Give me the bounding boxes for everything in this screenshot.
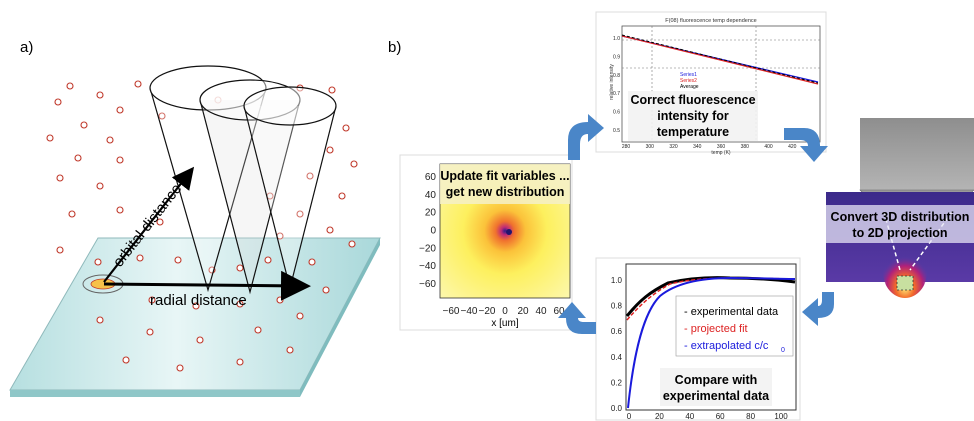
compare-caption-line2: experimental data [663,389,770,403]
fluorescence-xtick-label: 380 [741,144,750,150]
fluorescence-legend: Series1 Series2 Average [680,72,699,90]
distribution-yticks: 60 40 20 0 −20 −40 −60 [419,172,436,290]
extrapolated-line [627,276,796,409]
compare-ytick-label: 0.2 [611,378,623,387]
cycle-arrow-to-distribution [558,302,596,334]
sample-plate-edge [10,390,300,397]
compare-xtick-label: 40 [685,412,694,421]
fluorescence-ytick-label: 0.9 [613,54,620,60]
compare-xtick-label: 0 [627,412,632,421]
fluorescence-ytick-label: 0.6 [613,110,620,116]
distribution-xtick-label: 60 [553,306,565,317]
panel-a-label: a) [20,39,33,56]
compare-plot: 1.0 0.8 0.6 0.4 0.2 0.0 0 20 40 60 80 100 - experi… [595,257,801,421]
fluorescence-xtick-label: 280 [622,144,631,150]
compare-ytick-label: 0.8 [611,302,623,311]
projection-caption-line1: Convert 3D distribution [831,210,970,224]
fluorescence-ylabel: relative intensity [609,64,615,100]
compare-xtick-label: 80 [746,412,755,421]
distribution-xticks: −60 −40 −20 0 20 40 60 [443,306,565,317]
compare-xtick-label: 100 [774,412,788,421]
distribution-ytick-label: 40 [425,190,437,201]
fluorescence-yticks: 0.5 0.6 0.7 0.8 0.9 1.0 [613,36,620,134]
fluorescence-xtick-label: 400 [764,144,773,150]
fluorescence-legend-series2: Series2 [680,78,697,84]
distribution-ytick-label: 0 [430,226,436,237]
detector-box [896,275,914,291]
panel-a: a) [9,39,381,397]
orbital-distance-arrow [103,166,195,283]
cycle-arrow-to-compare [802,292,834,326]
fluorescence-xtick-label: 320 [669,144,678,150]
compare-ytick-label: 0.4 [611,353,623,362]
cycle-arrows [558,114,834,334]
radial-distance-arrow [103,270,311,301]
fluorescence-caption-line2: intensity for [657,109,729,123]
distribution-xtick-label: 40 [535,306,547,317]
fluorescence-caption-line3: temperature [657,125,729,139]
panel-b: b) F(08) fluorescence temp dependence Se… [388,11,974,421]
fluorescence-series2-line [621,35,819,85]
distribution-xtick-label: 20 [517,306,529,317]
distribution-center [506,229,512,235]
distribution-ytick-label: −60 [419,279,436,290]
compare-legend-extrapolated: - extrapolated c/c [684,340,769,352]
fluorescence-average-line [621,34,819,84]
compare-xtick-label: 60 [716,412,725,421]
objective-lens [860,118,974,190]
distribution-xtick-label: 0 [502,306,508,317]
compare-legend-experimental: - experimental data [684,306,779,318]
fluorescence-xtick-label: 420 [788,144,797,150]
distribution-xlabel: x [um] [491,318,518,329]
detection-cones [149,65,337,295]
distribution-caption-line2: get new distribution [446,185,565,199]
fluorescence-legend-average: Average [680,84,699,90]
fluorescence-title: F(08) fluorescence temp dependence [665,18,756,24]
fluorescence-xtick-label: 340 [693,144,702,150]
compare-xticks: 0 20 40 60 80 100 [627,412,788,421]
fluorescence-xtick-label: 360 [717,144,726,150]
projection-glow [883,246,927,298]
distribution-ytick-label: 60 [425,172,437,183]
compare-ytick-label: 0.6 [611,327,623,336]
projection-panel: Convert 3D distribution to 2D projection [826,118,974,298]
fluorescence-xlabel: temp (K) [711,150,731,156]
compare-xtick-label: 20 [655,412,664,421]
compare-caption-line1: Compare with [675,373,758,387]
compare-ytick-label: 1.0 [611,276,623,285]
compare-legend-fit: - projected fit [684,323,748,335]
fluorescence-xtick-label: 300 [646,144,655,150]
distribution-xtick-label: −40 [461,306,478,317]
fluorescence-ytick-label: 0.8 [613,73,620,79]
panel-b-label: b) [388,39,401,56]
compare-legend [675,295,794,357]
radial-distance-label: radial distance [150,292,247,309]
compare-yticks: 1.0 0.8 0.6 0.4 0.2 0.0 [611,276,623,413]
sample-plate [9,237,381,391]
projection-caption-line2: to 2D projection [852,226,947,240]
fluorescence-ytick-label: 0.5 [613,128,620,134]
distribution-xtick-label: −60 [443,306,460,317]
fluorescence-legend-series1: Series1 [680,72,697,78]
distribution-ytick-label: 20 [425,208,437,219]
compare-legend-subscript: 0 [781,347,785,354]
cycle-arrow-to-projection [784,128,828,162]
distribution-ytick-label: −20 [419,243,436,254]
distribution-caption-line1: Update fit variables ... [440,169,569,183]
fluorescence-ytick-label: 1.0 [613,36,620,42]
distribution-xtick-label: −20 [479,306,496,317]
fluorescence-caption-line1: Correct fluorescence [630,93,755,107]
distribution-ytick-label: −40 [419,261,436,272]
cycle-arrow-to-fluorescence [568,114,604,160]
compare-ytick-label: 0.0 [611,404,623,413]
fluorescence-ytick-label: 0.7 [613,91,620,97]
